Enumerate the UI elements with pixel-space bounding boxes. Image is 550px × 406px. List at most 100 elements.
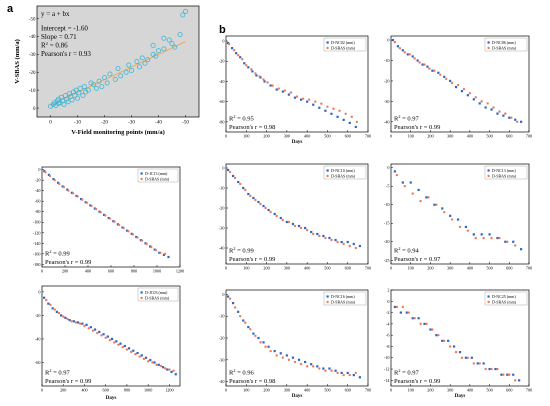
series-point-sbas: [474, 96, 477, 99]
data-point: [96, 78, 102, 84]
series-point-sbas: [53, 308, 56, 311]
legend-box: [484, 291, 528, 306]
x-axis-label: Days: [106, 396, 117, 401]
series-point-sbas: [269, 210, 272, 214]
legend-marker-sbas: [487, 300, 490, 304]
series-point-sbas: [44, 171, 47, 174]
series-point-station: [64, 316, 67, 319]
series-point-station: [102, 333, 105, 336]
legend-marker-sbas: [140, 296, 143, 300]
series-point-sbas: [350, 115, 353, 119]
y-tick-label: -10: [384, 202, 390, 207]
y-tick-label: -12: [384, 367, 390, 372]
x-tick-label: 0: [225, 134, 227, 139]
series-point-sbas: [498, 236, 501, 240]
series-point-sbas: [138, 355, 141, 358]
series-point-sbas: [344, 112, 347, 116]
series-point-sbas: [472, 362, 475, 365]
y-tick-label: 2: [387, 287, 389, 292]
y-tick-label: -10: [29, 89, 36, 94]
data-point: [180, 12, 186, 18]
plot-frame: [390, 35, 530, 133]
series-point-station: [47, 302, 50, 305]
legend-box: [137, 287, 179, 302]
series-point-sbas: [437, 333, 440, 337]
series-point-sbas: [113, 220, 116, 223]
series-point-station: [93, 328, 97, 331]
series-point-sbas: [258, 75, 261, 78]
series-point-station: [291, 222, 295, 226]
legend-marker-sbas: [326, 174, 329, 178]
series-point-station: [153, 248, 156, 251]
series-point-station: [456, 218, 460, 221]
x-tick-label: 100: [243, 388, 249, 393]
data-point: [69, 97, 75, 103]
series-point-sbas: [281, 218, 284, 222]
series-point-station: [340, 240, 343, 244]
data-point: [77, 85, 83, 91]
series-point-station: [334, 369, 337, 372]
series-point-sbas: [227, 42, 231, 46]
series-point-station: [406, 53, 409, 56]
series-point-sbas: [70, 320, 73, 323]
y-tick-label: 0: [222, 39, 224, 44]
y-tick-label: 0: [387, 165, 389, 170]
y-tick-label: -6: [386, 333, 390, 338]
series-point-station: [242, 186, 245, 190]
series-point-station: [110, 337, 114, 341]
series-point-sbas: [254, 72, 257, 75]
series-point-station: [144, 356, 148, 359]
series-point-sbas: [112, 341, 116, 344]
series-point-sbas: [142, 357, 146, 361]
series-point-sbas: [478, 362, 481, 365]
series-point-sbas: [418, 61, 421, 64]
x-tick-label: 600: [345, 388, 351, 393]
series-point-station: [162, 253, 165, 256]
series-point-sbas: [245, 64, 248, 67]
series-point-station: [255, 74, 258, 77]
legend-entry: D-NC10 (mm): [331, 168, 355, 173]
y-tick-label: -50: [29, 17, 36, 22]
series-point-sbas: [159, 364, 163, 368]
x-tick-label: 0: [390, 388, 392, 393]
series-point-sbas: [474, 236, 477, 240]
data-point: [134, 59, 140, 64]
legend-entry: D-SBAS (mm): [331, 300, 356, 305]
series-point-station: [342, 118, 345, 121]
x-tick-label: 1000: [144, 388, 152, 393]
series-point-station: [358, 244, 361, 248]
legend: D-JC03 (mm)D-SBAS (mm): [137, 287, 179, 302]
y-tick-label: -180: [33, 262, 41, 267]
series-point-station: [417, 188, 420, 192]
series-point-sbas: [508, 373, 511, 376]
stat-label: R2 = 0.94: [394, 246, 419, 254]
series-point-station: [454, 85, 458, 89]
y-tick-label: -40: [384, 119, 390, 124]
series-point-station: [232, 174, 235, 178]
x-tick-label: 0: [41, 388, 43, 393]
series-point-sbas: [492, 106, 495, 109]
series-point-station: [257, 336, 260, 340]
series-point-sbas: [454, 350, 458, 354]
series-point-station: [496, 112, 499, 115]
series-point-sbas: [74, 321, 78, 324]
series-point-sbas: [393, 40, 397, 44]
legend: D-JC13 (mm)D-SBAS (mm): [137, 168, 179, 183]
data-point: [112, 76, 118, 82]
series-point-station: [310, 230, 313, 234]
series-point-sbas: [287, 358, 291, 362]
series-point-sbas: [159, 251, 162, 254]
series-point-sbas: [348, 373, 351, 377]
legend-marker-station: [140, 172, 143, 175]
y-tick-label: 0: [222, 165, 224, 170]
series-point-sbas: [79, 322, 82, 325]
y-tick-label: 0: [387, 299, 389, 304]
y-tick-label: 0: [38, 289, 40, 294]
series-point-station: [494, 367, 497, 371]
series-point-sbas: [318, 234, 321, 238]
annotation-text: R2 = 0.86: [41, 41, 68, 49]
legend-marker-sbas: [326, 46, 329, 50]
series-point-station: [130, 232, 133, 235]
y-tick-label: -40: [219, 379, 225, 384]
series-point-sbas: [239, 182, 242, 186]
